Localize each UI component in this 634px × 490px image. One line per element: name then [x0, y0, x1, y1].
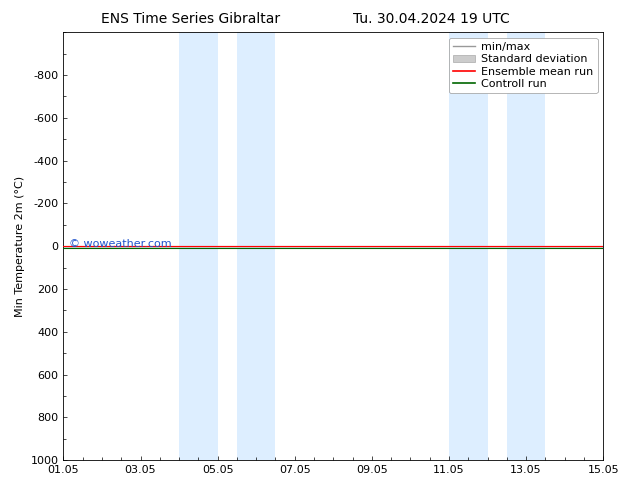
Text: Tu. 30.04.2024 19 UTC: Tu. 30.04.2024 19 UTC — [353, 12, 510, 26]
Bar — [237, 32, 275, 460]
Bar — [507, 32, 545, 460]
Text: ENS Time Series Gibraltar: ENS Time Series Gibraltar — [101, 12, 280, 26]
Bar — [449, 32, 488, 460]
Text: © woweather.com: © woweather.com — [69, 239, 171, 249]
Bar — [179, 32, 217, 460]
Legend: min/max, Standard deviation, Ensemble mean run, Controll run: min/max, Standard deviation, Ensemble me… — [449, 38, 598, 93]
Y-axis label: Min Temperature 2m (°C): Min Temperature 2m (°C) — [15, 175, 25, 317]
